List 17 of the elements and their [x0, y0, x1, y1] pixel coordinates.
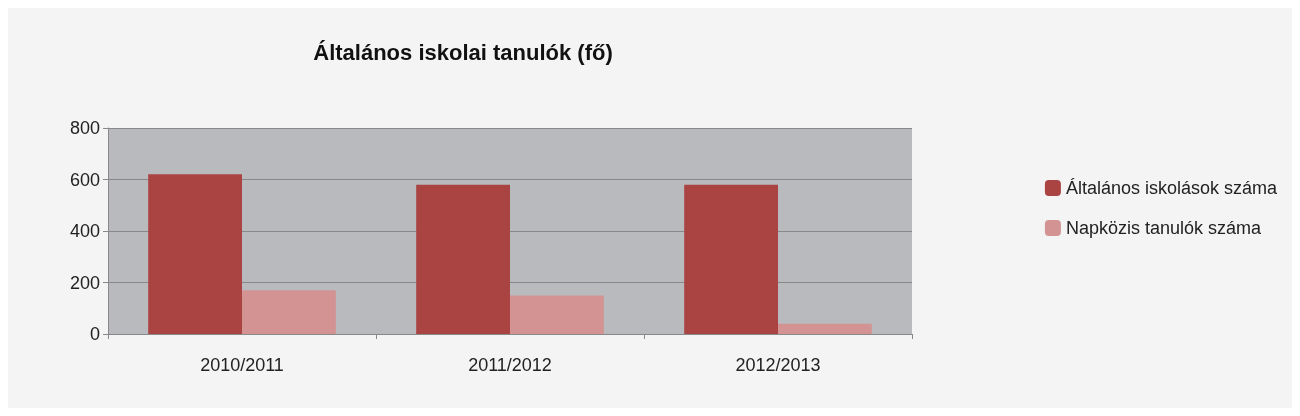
y-tick-label: 800 [69, 118, 100, 138]
y-tick-label: 400 [69, 221, 100, 241]
bar [684, 184, 778, 334]
chart-title: Általános iskolai tanulók (fő) [313, 39, 613, 65]
bar [242, 290, 336, 334]
legend-label: Napközis tanulók száma [1065, 218, 1262, 238]
bar [778, 323, 872, 334]
bar [510, 295, 604, 334]
bar [148, 174, 242, 334]
y-tick-label: 0 [89, 324, 100, 344]
x-tick-label: 2012/2013 [735, 355, 821, 375]
x-tick-label: 2011/2012 [468, 355, 552, 375]
bar [416, 184, 510, 334]
x-tick-label: 2010/2011 [200, 355, 284, 375]
legend-label: Általános iskolások száma [1065, 178, 1278, 198]
y-tick-label: 200 [69, 272, 100, 293]
y-tick-label: 600 [69, 169, 100, 190]
